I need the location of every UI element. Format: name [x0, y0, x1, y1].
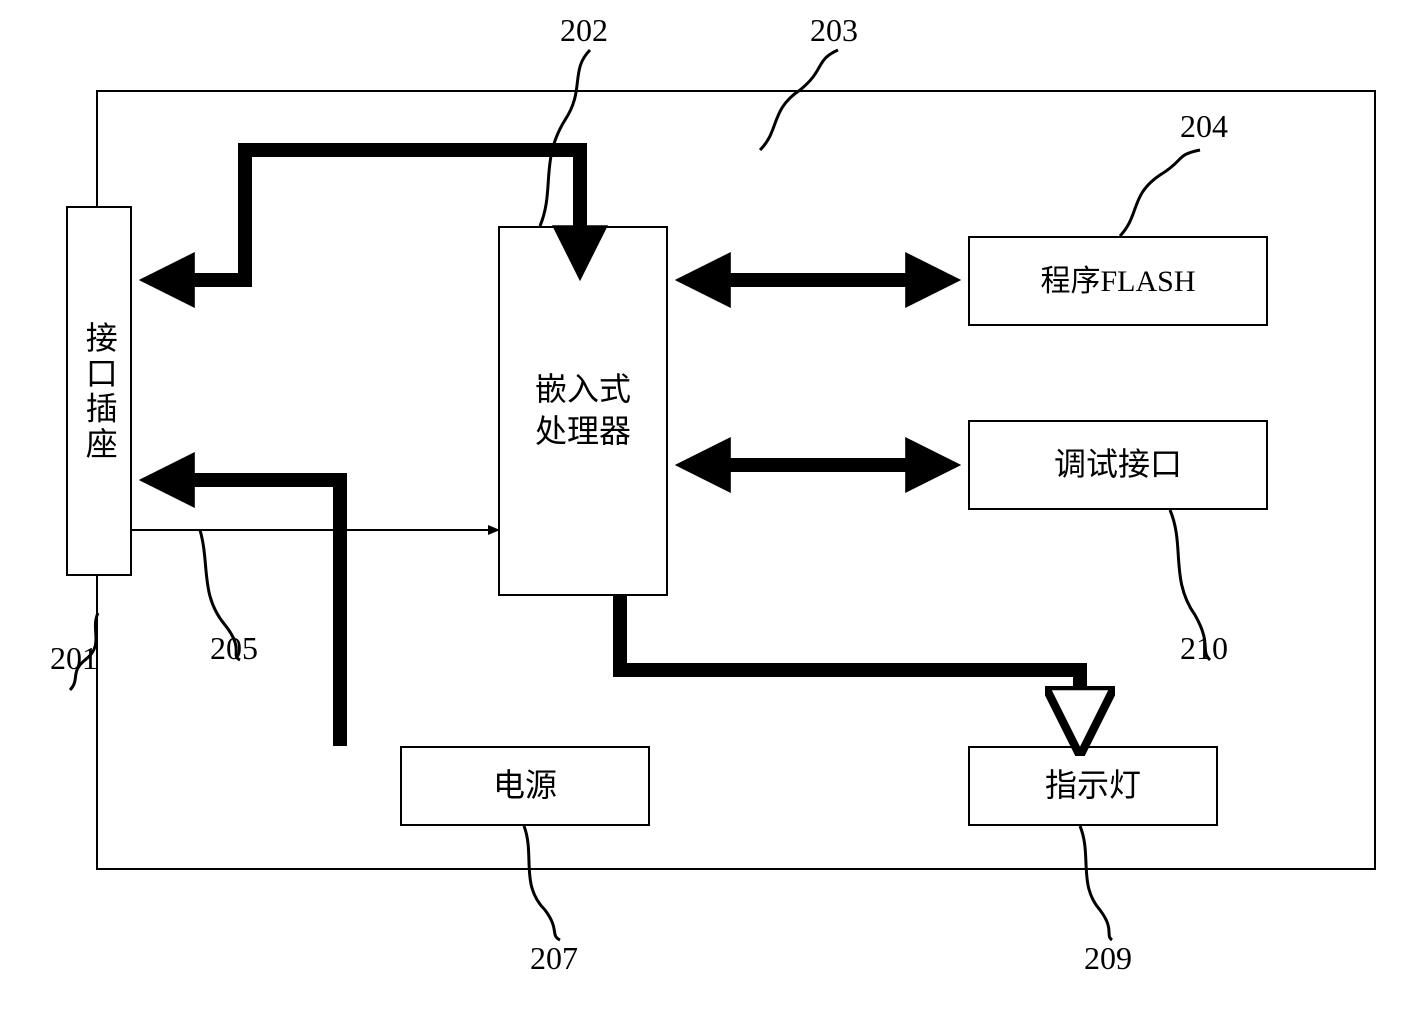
node-socket: 接口插座: [66, 206, 132, 576]
node-power: 电源: [400, 746, 650, 826]
label-209: 209: [1084, 940, 1132, 977]
node-debug: 调试接口: [968, 420, 1268, 510]
node-flash-label: 程序FLASH: [1040, 262, 1195, 301]
label-201: 201: [50, 640, 98, 677]
node-led-label: 指示灯: [1045, 765, 1141, 807]
label-210: 210: [1180, 630, 1228, 667]
node-processor-label: 嵌入式 处理器: [535, 369, 631, 452]
block-diagram: 接口插座 嵌入式 处理器 程序FLASH 调试接口 电源 指示灯 201 202…: [0, 0, 1419, 1013]
label-207: 207: [530, 940, 578, 977]
label-205: 205: [210, 630, 258, 667]
node-processor: 嵌入式 处理器: [498, 226, 668, 596]
node-led: 指示灯: [968, 746, 1218, 826]
label-204: 204: [1180, 108, 1228, 145]
node-flash: 程序FLASH: [968, 236, 1268, 326]
node-power-label: 电源: [493, 765, 557, 807]
label-202: 202: [560, 12, 608, 49]
label-203: 203: [810, 12, 858, 49]
node-debug-label: 调试接口: [1054, 444, 1182, 486]
node-socket-label: 接口插座: [78, 321, 120, 462]
